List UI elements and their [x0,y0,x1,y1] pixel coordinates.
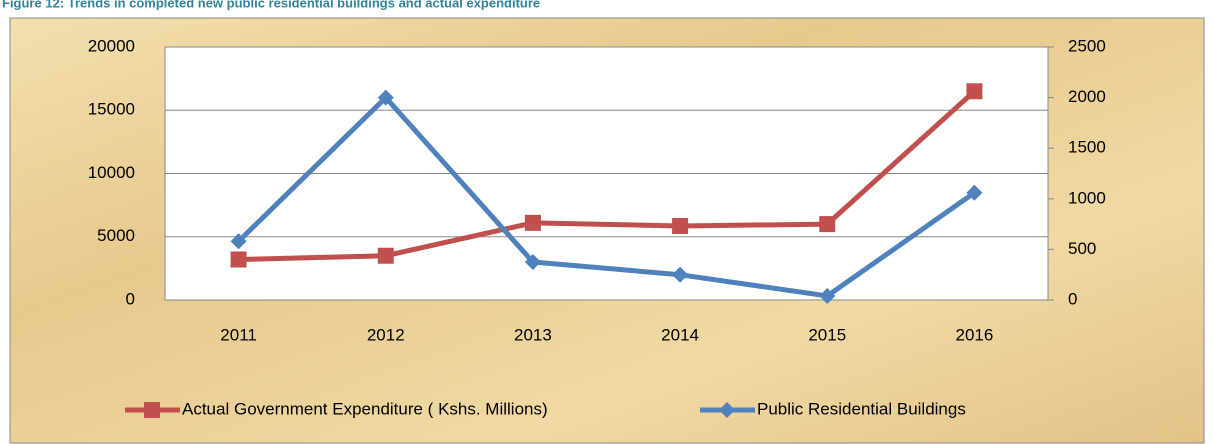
data-point [524,254,541,271]
data-point [819,216,836,233]
legend-label: Actual Government Expenditure ( Kshs. Mi… [182,399,548,418]
data-point [966,184,983,201]
y2-tick-label: 0 [1068,289,1077,308]
series-line [238,89,977,263]
y-tick-label: 10000 [88,163,135,182]
data-point [672,266,689,283]
legend-marker [719,402,735,418]
x-tick-label: 2015 [808,325,846,344]
chart-title: Figure 12: Trends in completed new publi… [2,0,540,10]
y2-tick-label: 1500 [1068,138,1106,157]
x-tick-label: 2013 [514,325,552,344]
data-point [377,89,394,106]
data-point [230,251,247,268]
legend-marker [144,402,160,418]
y2-tick-label: 2000 [1068,87,1106,106]
y-tick-label: 20000 [88,36,135,55]
y-tick-label: 15000 [88,100,135,119]
data-point [966,83,983,100]
y2-tick-label: 500 [1068,239,1096,258]
y2-tick-label: 2500 [1068,36,1106,55]
data-point [377,247,394,264]
x-tick-label: 2012 [367,325,405,344]
y-tick-label: 0 [126,289,135,308]
data-point [819,287,836,304]
x-tick-label: 2011 [220,325,257,344]
x-tick-label: 2016 [956,325,994,344]
legend-label: Public Residential Buildings [757,399,966,418]
y2-tick-label: 1000 [1068,188,1106,207]
x-tick-label: 2014 [661,325,699,344]
y-tick-label: 5000 [97,226,135,245]
series-line [236,95,976,299]
data-point [524,214,541,231]
data-point [230,233,247,250]
data-point [672,217,689,234]
